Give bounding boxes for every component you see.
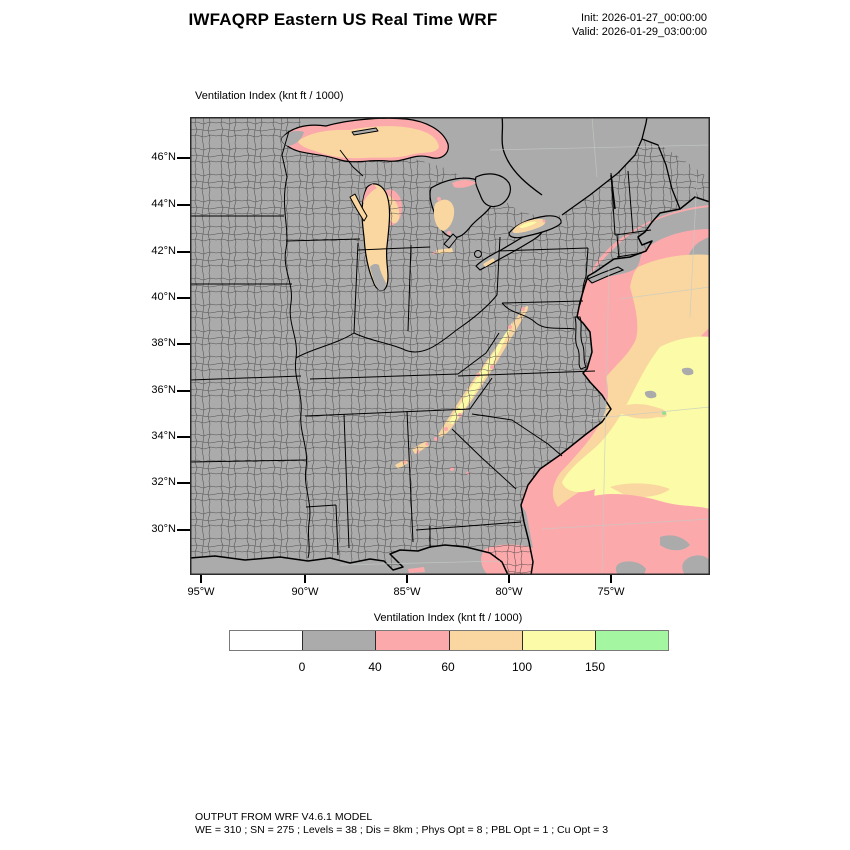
lat-label-42n: 42°N (151, 245, 176, 257)
green-speck (662, 411, 666, 415)
colorbar-tick-0: 0 (298, 660, 306, 674)
valid-timestamp: Valid: 2026-01-29_03:00:00 (572, 26, 707, 38)
colorbar-seg-0-40 (302, 631, 376, 650)
lon-tick (508, 575, 510, 583)
init-timestamp: Init: 2026-01-27_00:00:00 (581, 12, 707, 24)
chesapeake-bay (574, 316, 587, 370)
lat-tick (177, 436, 190, 438)
map-canvas (189, 116, 711, 576)
colorbar-tick-60: 60 (441, 660, 455, 674)
colorbar-title: Ventilation Index (knt ft / 1000) (373, 612, 523, 624)
lon-label-80w: 80°W (495, 586, 523, 598)
lat-label-32n: 32°N (151, 476, 176, 488)
lon-label-75w: 75°W (597, 586, 625, 598)
lon-label-85w: 85°W (393, 586, 421, 598)
state-boundaries (189, 130, 652, 559)
colorbar-seg-60-100 (448, 631, 522, 650)
footer-model-line: OUTPUT FROM WRF V4.6.1 MODEL (195, 811, 373, 823)
map-frame (190, 117, 710, 575)
colorbar-tick-150: 150 (584, 660, 606, 674)
colorbar-tick-40: 40 (368, 660, 382, 674)
lon-tick (304, 575, 306, 583)
lon-tick (406, 575, 408, 583)
lat-label-46n: 46°N (151, 151, 176, 163)
lat-label-40n: 40°N (151, 291, 176, 303)
lake-champlain (610, 174, 616, 210)
lat-label-34n: 34°N (151, 430, 176, 442)
page-title: IWFAQRP Eastern US Real Time WRF (188, 10, 498, 29)
colorbar-seg-below0 (230, 631, 303, 650)
great-lakes (281, 117, 562, 291)
lat-label-38n: 38°N (151, 337, 176, 349)
graticule (339, 116, 711, 576)
lon-label-95w: 95°W (187, 586, 215, 598)
lat-tick (177, 390, 190, 392)
lon-tick (610, 575, 612, 583)
wrf-map (189, 116, 711, 576)
colorbar-tick-100: 100 (511, 660, 533, 674)
lat-tick (177, 204, 190, 206)
coastline (189, 116, 711, 576)
lat-label-44n: 44°N (151, 198, 176, 210)
colorbar (229, 630, 669, 651)
lat-tick (177, 529, 190, 531)
lon-label-90w: 90°W (291, 586, 319, 598)
lat-tick (177, 157, 190, 159)
lat-tick (177, 343, 190, 345)
lat-tick (177, 297, 190, 299)
long-island (587, 266, 625, 284)
lat-label-36n: 36°N (151, 384, 176, 396)
map-field-label: Ventilation Index (knt ft / 1000) (195, 90, 344, 102)
lat-label-30n: 30°N (151, 523, 176, 535)
colorbar-seg-above150 (594, 631, 669, 650)
footer-config-line: WE = 310 ; SN = 275 ; Levels = 38 ; Dis … (195, 824, 609, 836)
colorbar-seg-40-60 (375, 631, 449, 650)
lon-tick (200, 575, 202, 583)
county-mesh (190, 117, 710, 575)
lat-tick (177, 482, 190, 484)
atlantic-field (521, 205, 710, 575)
lat-tick (177, 251, 190, 253)
colorbar-seg-100-150 (521, 631, 595, 650)
